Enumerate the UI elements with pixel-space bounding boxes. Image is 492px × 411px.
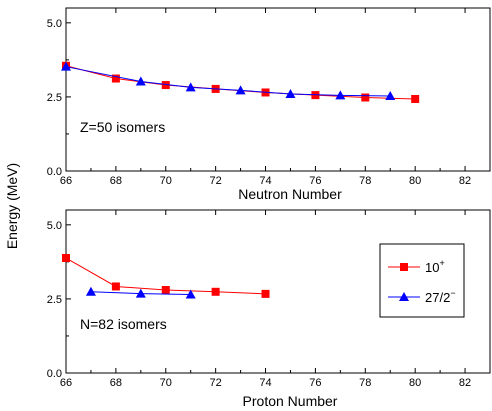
panel0-x-tick-label: 68 <box>110 175 122 187</box>
panel1-x-tick-label: 68 <box>110 377 122 389</box>
panel0-series-1-point <box>61 61 71 71</box>
panel0-series-0-point <box>161 81 170 90</box>
panel0-plot-frame <box>65 7 491 172</box>
panel1-legend-label-base-0: 10 <box>425 260 439 275</box>
panel1-x-tick-label: 72 <box>210 377 222 389</box>
panel0-x-tick-label: 74 <box>259 175 271 187</box>
panel1-x-tick-label: 78 <box>359 377 371 389</box>
panel0-series-1-point <box>185 82 196 92</box>
panel0-x-tick-label: 66 <box>60 175 72 187</box>
panel0-x-tick-label: 72 <box>210 175 222 187</box>
panel1-plot-frame <box>65 209 491 374</box>
panel0-series-0-point <box>111 74 120 83</box>
panel0-series-1-point <box>235 85 246 95</box>
bottom-panel: 66 68 70 72 74 76 78 80 82 0.0 2.5 5.0 Proton Number… <box>47 209 491 409</box>
panel1-series-0 <box>62 254 270 298</box>
panel1-series-0-point <box>111 282 120 291</box>
panel1-x-tick-label: 76 <box>309 377 321 389</box>
panel1-x-tick-label: 74 <box>259 377 271 389</box>
panel0-y-tick-label: 2.5 <box>47 92 62 104</box>
panel1-legend-label-sup-1: − <box>450 288 455 298</box>
panel1-y-tick-label: 0.0 <box>47 368 62 380</box>
panel0-x-axis-label: Neutron Number <box>238 186 342 202</box>
panel1-series-1-point <box>85 286 96 296</box>
panel1-series-1-point <box>135 288 146 298</box>
panel1-legend-label-1: 27/2− <box>425 288 456 305</box>
panel1-y-tick-label: 5.0 <box>47 220 62 232</box>
shared-y-axis-label: Energy (MeV) <box>4 163 20 249</box>
panel0-x-tick-label: 82 <box>459 175 471 187</box>
panel0-x-tick-label: 80 <box>409 175 421 187</box>
panel0-y-tick-label: 0.0 <box>47 166 62 178</box>
panel0-x-tick-label: 76 <box>309 175 321 187</box>
panel1-legend: 10+27/2− <box>379 243 465 318</box>
panel0-series-0-point <box>411 94 420 103</box>
panel0-series-0 <box>62 61 420 103</box>
panel1-annotation: N=82 isomers <box>80 316 167 332</box>
panel1-legend-marker-1 <box>399 292 409 301</box>
top-panel: 66 68 70 72 74 76 78 80 82 0.0 2.5 5.0 Neutron Numbe… <box>47 7 491 202</box>
panel1-series-1-point <box>185 289 196 299</box>
panel0-series-1-point <box>385 91 396 101</box>
panel1-series-0-point <box>261 289 270 298</box>
panel1-series-0-point <box>161 286 170 295</box>
panel1-legend-label-base-1: 27/2 <box>425 290 450 305</box>
panel1-y-tick-label: 2.5 <box>47 294 62 306</box>
panel1-x-tick-label: 80 <box>409 377 421 389</box>
panel1-series-0-point <box>62 254 70 263</box>
panel0-series-1-point <box>335 90 346 100</box>
panel0-annotation: Z=50 isomers <box>80 119 165 135</box>
panel0-y-tick-label: 5.0 <box>47 18 62 30</box>
panel1-x-tick-label: 82 <box>459 377 471 389</box>
panel0-series-0-point <box>361 93 370 102</box>
panel1-series-1 <box>85 286 196 299</box>
panel1-series-0-point <box>211 287 220 296</box>
panel1-legend-box <box>379 243 465 318</box>
panel1-x-tick-label: 66 <box>60 377 72 389</box>
panel0-series-1 <box>61 61 396 101</box>
panel1-x-tick-label: 70 <box>160 377 172 389</box>
panel0-series-1-point <box>285 88 296 98</box>
panel1-legend-label-0: 10+ <box>425 258 445 275</box>
panel0-x-tick-label: 70 <box>160 175 172 187</box>
panel0-x-tick-label: 78 <box>359 175 371 187</box>
panel1-legend-label-sup-0: + <box>439 258 444 268</box>
panel1-x-axis-label: Proton Number <box>243 393 338 409</box>
panel0-series-1-point <box>135 76 146 86</box>
panel1-legend-marker-0 <box>400 263 408 271</box>
